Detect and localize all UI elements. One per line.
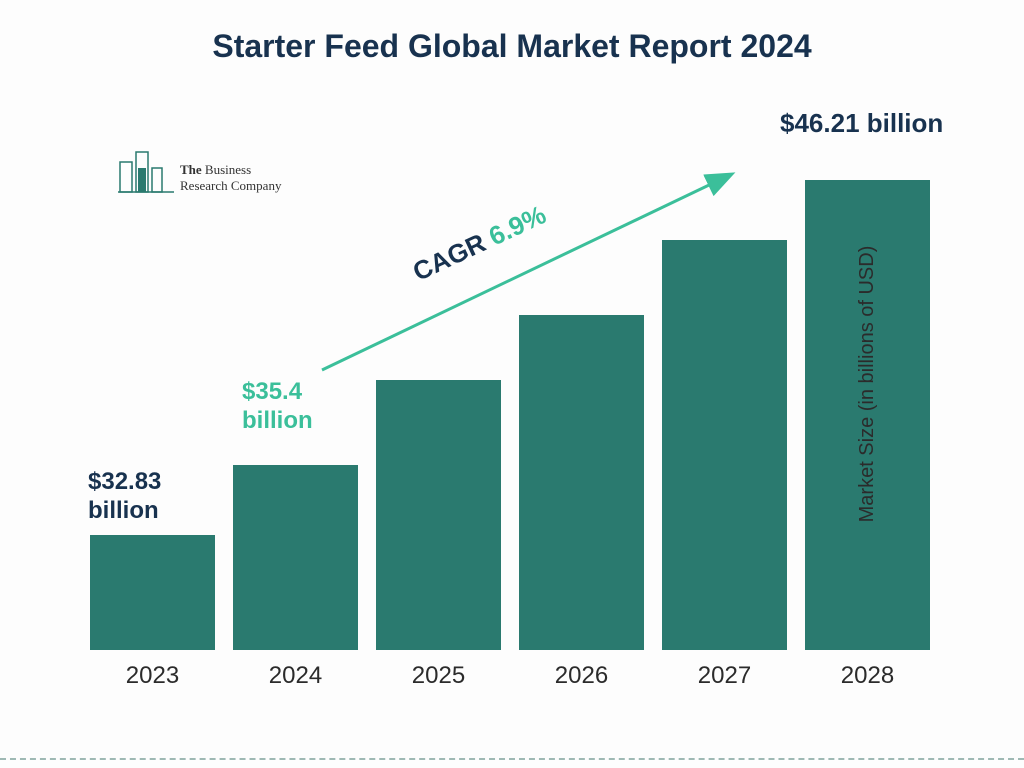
page-title: Starter Feed Global Market Report 2024 <box>0 28 1024 65</box>
y-axis-label: Market Size (in billions of USD) <box>856 246 879 523</box>
bar-2024 <box>233 465 358 650</box>
x-tick-label: 2024 <box>233 656 358 690</box>
bar <box>519 315 644 650</box>
bar-2027 <box>662 240 787 650</box>
x-tick-label: 2023 <box>90 656 215 690</box>
bar <box>376 380 501 650</box>
x-tick-label: 2026 <box>519 656 644 690</box>
bar <box>233 465 358 650</box>
x-tick-label: 2027 <box>662 656 787 690</box>
x-tick-label: 2028 <box>805 656 930 690</box>
bar-2025 <box>376 380 501 650</box>
bottom-divider <box>0 758 1024 760</box>
value-label: $32.83 billion <box>88 468 208 526</box>
bar <box>662 240 787 650</box>
bar <box>90 535 215 650</box>
bar-2026 <box>519 315 644 650</box>
bar-2023 <box>90 535 215 650</box>
value-label: $35.4 billion <box>242 378 352 436</box>
x-tick-label: 2025 <box>376 656 501 690</box>
x-axis-labels: 2023 2024 2025 2026 2027 2028 <box>90 656 930 690</box>
bars-container <box>90 130 930 650</box>
value-label: $46.21 billion <box>780 108 980 139</box>
